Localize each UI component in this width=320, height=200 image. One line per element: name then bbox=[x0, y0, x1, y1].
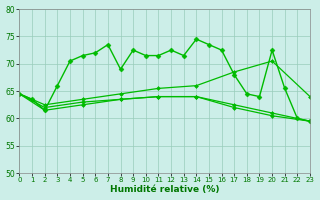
X-axis label: Humidité relative (%): Humidité relative (%) bbox=[110, 185, 220, 194]
